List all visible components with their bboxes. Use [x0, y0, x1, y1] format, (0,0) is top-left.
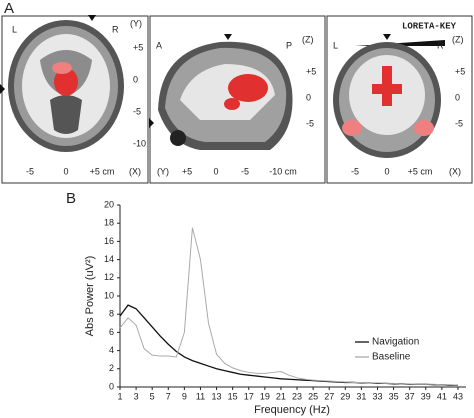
x-tick-label: 15	[228, 391, 238, 401]
marker	[224, 34, 232, 40]
y-tick-label: 2	[109, 363, 114, 373]
x-tick-label: 43	[453, 391, 463, 401]
tick-label: +5	[182, 166, 192, 176]
panel-label: A	[4, 0, 14, 17]
y-tick-label: 20	[104, 199, 114, 209]
legend-label: Navigation	[372, 337, 419, 348]
tick-label: -5	[351, 166, 359, 176]
tick-label: -10 cm	[269, 166, 297, 176]
tick-label: 0	[306, 92, 311, 102]
view-corner: L	[333, 40, 338, 50]
view-corner: A	[156, 40, 162, 50]
x-tick-label: 29	[340, 391, 350, 401]
marker	[149, 118, 154, 128]
y-tick-label: 12	[104, 272, 114, 282]
y-tick-label: 18	[104, 218, 114, 228]
tick-label: -5	[241, 166, 249, 176]
tick-label: 0	[213, 166, 218, 176]
brain-image	[8, 20, 124, 152]
x-tick-label: 35	[389, 391, 399, 401]
view-corner: P	[286, 40, 292, 50]
x-tick-label: 7	[166, 391, 171, 401]
x-tick-label: 19	[260, 391, 270, 401]
x-tick-label: 37	[405, 391, 415, 401]
x-tick-label: 13	[212, 391, 222, 401]
tick-label: +5	[133, 42, 143, 52]
x-tick-label: 41	[437, 391, 447, 401]
view-frame	[149, 15, 326, 184]
axis-label: (Z)	[302, 34, 314, 44]
view-corner: L	[12, 24, 17, 34]
tick-label: -5	[455, 118, 463, 128]
y-tick-label: 14	[104, 254, 114, 264]
tick-label: 0	[384, 166, 389, 176]
y-tick-label: 4	[109, 345, 114, 355]
view-frame	[1, 15, 149, 184]
tick-label: -10	[133, 138, 146, 148]
x-tick-label: 27	[324, 391, 334, 401]
view-corner: R	[112, 24, 119, 34]
x-tick-label: 31	[356, 391, 366, 401]
y-axis-label: Abs Power (uV²)	[84, 256, 96, 337]
axis-label: (X)	[449, 166, 461, 176]
marker	[383, 34, 391, 40]
y-tick-label: 10	[104, 290, 114, 300]
marker	[0, 84, 5, 94]
panel-label: B	[66, 190, 76, 207]
x-tick-label: 25	[308, 391, 318, 401]
tick-label: 0	[63, 166, 68, 176]
view-corner: R	[437, 40, 444, 50]
x-tick-label: 5	[150, 391, 155, 401]
tick-label: +5	[455, 66, 465, 76]
tick-label: -5	[133, 106, 141, 116]
x-axis-label: Frequency (Hz)	[254, 404, 330, 416]
brain-image	[158, 41, 293, 150]
axis-label: (Y)	[157, 166, 169, 176]
y-tick-label: 6	[109, 327, 114, 337]
x-tick-label: 39	[421, 391, 431, 401]
axis-label: (Y)	[130, 18, 142, 28]
tick-label: -5	[26, 166, 34, 176]
y-tick-label: 0	[109, 381, 114, 391]
axis-label: (Z)	[452, 34, 464, 44]
y-tick-label: 8	[109, 309, 114, 319]
tick-label: +5 cm	[408, 166, 433, 176]
x-tick-label: 9	[182, 391, 187, 401]
x-tick-label: 1	[117, 391, 122, 401]
tick-label: 0	[133, 74, 138, 84]
key-label: LORETA-KEY	[402, 21, 457, 31]
brain-image	[333, 42, 441, 158]
tick-label: +5	[306, 66, 316, 76]
y-tick-label: 16	[104, 236, 114, 246]
legend-label: Baseline	[372, 352, 411, 363]
axis-label: (X)	[129, 166, 141, 176]
series-line	[119, 227, 458, 386]
x-tick-label: 23	[292, 391, 302, 401]
tick-label: 0	[455, 92, 460, 102]
x-tick-label: 3	[134, 391, 139, 401]
x-tick-label: 17	[244, 391, 254, 401]
tick-label: -5	[306, 118, 314, 128]
x-tick-label: 33	[372, 391, 382, 401]
marker	[88, 15, 96, 21]
x-tick-label: 21	[276, 391, 286, 401]
view-frame	[326, 15, 473, 184]
x-tick-label: 11	[196, 391, 205, 401]
tick-label: +5 cm	[90, 166, 115, 176]
